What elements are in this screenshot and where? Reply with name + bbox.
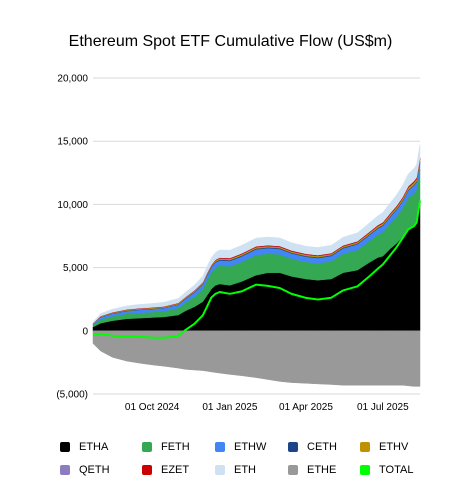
area-ethe <box>92 330 421 387</box>
legend-item-total: TOTAL <box>360 464 430 476</box>
legend-label: ETHE <box>307 464 337 476</box>
legend-label: EZET <box>161 464 190 476</box>
y-tick-label: 0 <box>82 326 88 337</box>
legend-label: FETH <box>161 441 190 453</box>
legend-label: CETH <box>307 441 337 453</box>
legend-label: ETH <box>234 464 256 476</box>
legend-label: TOTAL <box>379 464 414 476</box>
area-eth <box>92 144 421 324</box>
legend: ETHA FETH ETHW CETH ETHV QETH EZET ETH ETHE TOTA… <box>60 437 450 483</box>
line-total <box>92 200 421 339</box>
legend-swatch <box>215 465 225 475</box>
legend-item-etha: ETHA <box>60 441 142 453</box>
x-tick-label: 01 Oct 2024 <box>125 402 180 413</box>
legend-swatch <box>142 442 152 452</box>
legend-swatch <box>60 442 70 452</box>
legend-item-eth: ETH <box>215 464 288 476</box>
legend-swatch <box>215 442 225 452</box>
chart-title: Ethereum Spot ETF Cumulative Flow (US$m) <box>68 33 393 50</box>
legend-label: ETHA <box>79 441 109 453</box>
legend-row: ETHA FETH ETHW CETH ETHV <box>60 437 450 457</box>
legend-swatch <box>360 465 370 475</box>
legend-label: ETHW <box>234 441 267 453</box>
total-line-layer <box>92 200 421 339</box>
legend-swatch <box>360 442 370 452</box>
y-tick-label: (5,000) <box>56 390 88 401</box>
legend-item-ezet: EZET <box>142 464 215 476</box>
legend-item-ethv: ETHV <box>360 441 430 453</box>
x-tick-label: 01 Apr 2025 <box>279 402 333 413</box>
legend-item-ethw: ETHW <box>215 441 288 453</box>
axis-labels: (5,000) 0 5,000 10,000 15,000 20,000 01 Oct 20… <box>56 74 409 414</box>
legend-item-ceth: CETH <box>288 441 360 453</box>
legend-label: QETH <box>79 464 110 476</box>
legend-swatch <box>142 465 152 475</box>
x-tick-label: 01 Jul 2025 <box>357 402 409 413</box>
legend-swatch <box>60 465 70 475</box>
stacked-areas <box>92 144 421 387</box>
legend-row: QETH EZET ETH ETHE TOTAL <box>60 460 450 480</box>
legend-item-feth: FETH <box>142 441 215 453</box>
y-tick-label: 15,000 <box>57 137 88 148</box>
legend-item-qeth: QETH <box>60 464 142 476</box>
legend-item-ethe: ETHE <box>288 464 360 476</box>
legend-label: ETHV <box>379 441 409 453</box>
legend-swatch <box>288 465 298 475</box>
y-tick-label: 20,000 <box>57 74 88 85</box>
legend-swatch <box>288 442 298 452</box>
y-tick-label: 10,000 <box>57 200 88 211</box>
x-tick-label: 01 Jan 2025 <box>202 402 257 413</box>
y-tick-label: 5,000 <box>63 263 88 274</box>
